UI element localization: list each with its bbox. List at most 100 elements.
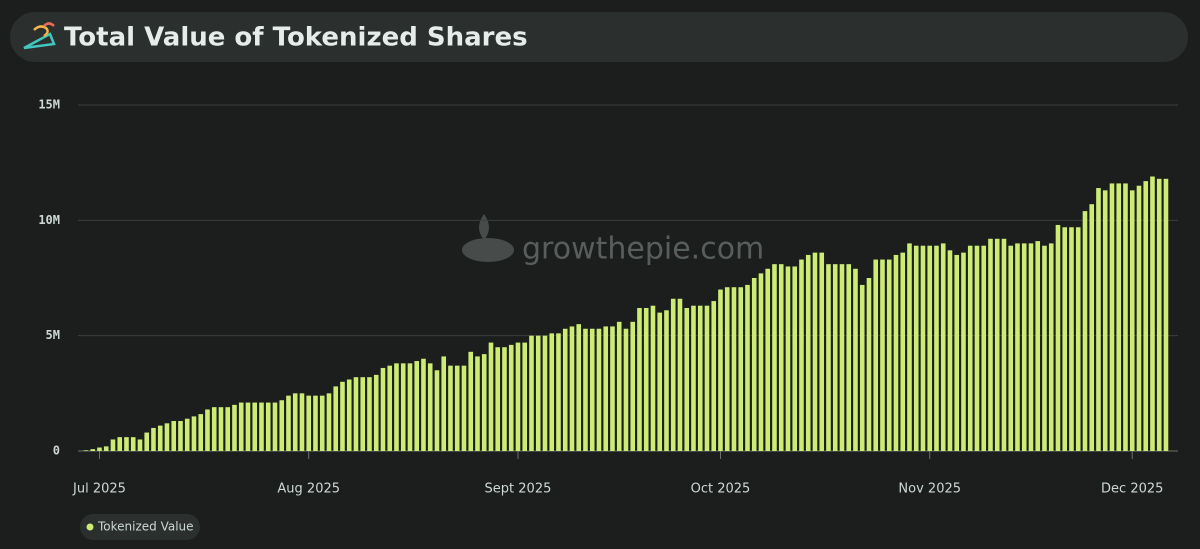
header-bar [10,12,1188,62]
bar [508,344,514,451]
bar [684,307,690,451]
bar [252,402,258,451]
bar [724,287,730,451]
bar [805,254,811,451]
bar [1042,245,1047,451]
bar [677,298,683,451]
x-tick-label: Aug 2025 [277,482,340,497]
bar [1062,227,1068,451]
bar [367,377,372,451]
bar [1109,183,1115,451]
bar [434,370,440,451]
bar [421,358,426,451]
bar [184,418,190,451]
bar [333,386,339,451]
bar [103,446,109,451]
bar [704,305,710,451]
bar [738,287,744,451]
bar [394,363,399,451]
bar [981,245,987,451]
bar [1048,243,1054,451]
bar [1089,204,1095,451]
bar [495,347,501,451]
bar [380,367,386,451]
bar [839,264,845,451]
bar [1143,181,1149,451]
bar [400,363,406,451]
x-tick-label: Oct 2025 [691,482,751,497]
bar [610,326,615,451]
bar [832,264,838,451]
bar [920,245,926,451]
bar [664,310,669,451]
bar [637,307,642,451]
bar [481,354,487,451]
bar [232,404,237,451]
bar [319,395,325,451]
bar [812,252,818,451]
bar [1055,224,1061,451]
bar [529,335,534,451]
bar [137,439,143,451]
bar [461,365,467,451]
bar [785,266,791,451]
x-tick-label: Dec 2025 [1101,482,1163,497]
bar [346,379,352,451]
bar [616,321,622,451]
bar [893,254,899,451]
bar [623,328,629,451]
bar [441,356,447,451]
bar [245,402,251,451]
legend-swatch [86,523,94,531]
bar [171,421,177,451]
chart-title: Total Value of Tokenized Shares [64,23,528,53]
bar [778,264,784,451]
bar [940,243,946,451]
bar [259,402,264,451]
bar [130,437,136,451]
y-tick-label: 0 [53,444,60,458]
bar [603,326,609,451]
bar [454,365,460,451]
bar [873,259,879,451]
bar [947,250,953,451]
bar [292,393,298,451]
bar [751,278,757,451]
x-tick-label: Jul 2025 [72,482,126,497]
bar [549,333,555,451]
bar [657,312,663,451]
bar [1129,190,1135,451]
bar [988,238,993,451]
bar [792,266,798,451]
bar [225,407,231,451]
bar [819,252,825,451]
bar [326,393,332,451]
bar [1001,238,1007,451]
bar [124,437,129,451]
bar [151,427,156,451]
bar [272,402,278,451]
bar [306,395,312,451]
bar [1021,243,1027,451]
bar [859,284,865,451]
bar [90,449,96,451]
bar [886,259,892,451]
bar [934,245,939,451]
bar [907,243,912,451]
watermark: growthepie.com [522,232,764,267]
bar [589,328,595,451]
bar [198,414,204,451]
bar [758,273,764,451]
bar [238,402,244,451]
bar [157,425,163,451]
legend-pill [80,514,200,540]
bar [407,363,413,451]
bar [313,395,318,451]
bar [1015,243,1020,451]
bar [110,439,116,451]
bar [427,363,433,451]
bar [954,254,960,451]
bar [697,305,703,451]
header-icon [23,22,56,50]
bar [961,252,966,451]
